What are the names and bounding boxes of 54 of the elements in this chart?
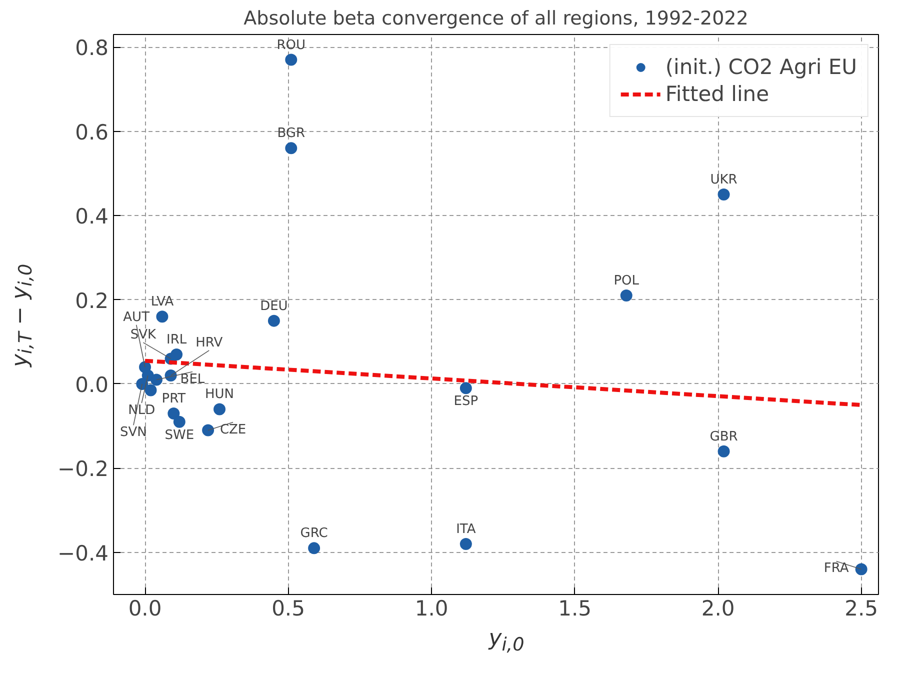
- annotation: IRL: [166, 332, 188, 348]
- point: [156, 310, 168, 323]
- point: [308, 542, 320, 554]
- point: [150, 374, 162, 386]
- annotation: GRC: [300, 526, 328, 542]
- y-tick-label: 0.6: [75, 120, 109, 144]
- x-tick-label: 0.0: [128, 596, 162, 620]
- point: [460, 538, 472, 550]
- annotation: LVA: [150, 294, 174, 310]
- annotation: UKR: [710, 172, 738, 188]
- point: [718, 188, 730, 200]
- annotation: SVN: [120, 425, 147, 440]
- x-tick-label: 1.0: [414, 596, 448, 620]
- annotation: ROU: [276, 38, 306, 53]
- x-tick-label: 0.5: [272, 596, 305, 620]
- annotation: DEU: [260, 298, 288, 314]
- annotation: AUT: [123, 310, 150, 325]
- annotation: CZE: [220, 422, 246, 438]
- annotation: HRV: [196, 335, 223, 350]
- point: [202, 424, 214, 436]
- annotation: HUN: [205, 387, 234, 402]
- point: [268, 314, 280, 327]
- point: [168, 407, 180, 420]
- point: [460, 382, 472, 394]
- x-tick-label: 2.5: [844, 596, 878, 620]
- annotation: ESP: [454, 394, 478, 410]
- point: [855, 563, 868, 576]
- point: [144, 384, 157, 396]
- x-axis-title: y$_{i,0}$: [488, 626, 524, 656]
- annotation: FRA: [824, 561, 849, 576]
- point: [214, 403, 226, 416]
- annotation: GBR: [710, 429, 738, 444]
- x-tick-label: 2.0: [701, 596, 735, 620]
- annotation: BGR: [277, 126, 306, 142]
- annotation: ITA: [456, 522, 476, 537]
- annotation: POL: [614, 274, 640, 289]
- legend-label: (init.) CO2 Agri EU: [665, 55, 857, 79]
- legend-label: Fitted line: [665, 82, 770, 106]
- point: [620, 290, 632, 302]
- y-tick-label: −0.4: [58, 541, 109, 566]
- annotation: PRT: [162, 391, 186, 406]
- chart-title: Absolute beta convergence of all regions, 1992-2022: [244, 8, 748, 30]
- x-tick-label: 1.5: [558, 596, 592, 620]
- y-tick-label: 0.4: [75, 204, 109, 229]
- y-tick-label: 0.0: [75, 372, 109, 397]
- point: [285, 142, 298, 154]
- y-tick-label: 0.2: [75, 288, 109, 313]
- point: [718, 445, 730, 458]
- y-tick-label: −0.2: [58, 457, 109, 482]
- point: [285, 54, 298, 66]
- point: [173, 416, 186, 428]
- annotation: SWE: [164, 428, 194, 443]
- annotation: BEL: [180, 372, 206, 387]
- y-tick-label: 0.8: [75, 36, 109, 60]
